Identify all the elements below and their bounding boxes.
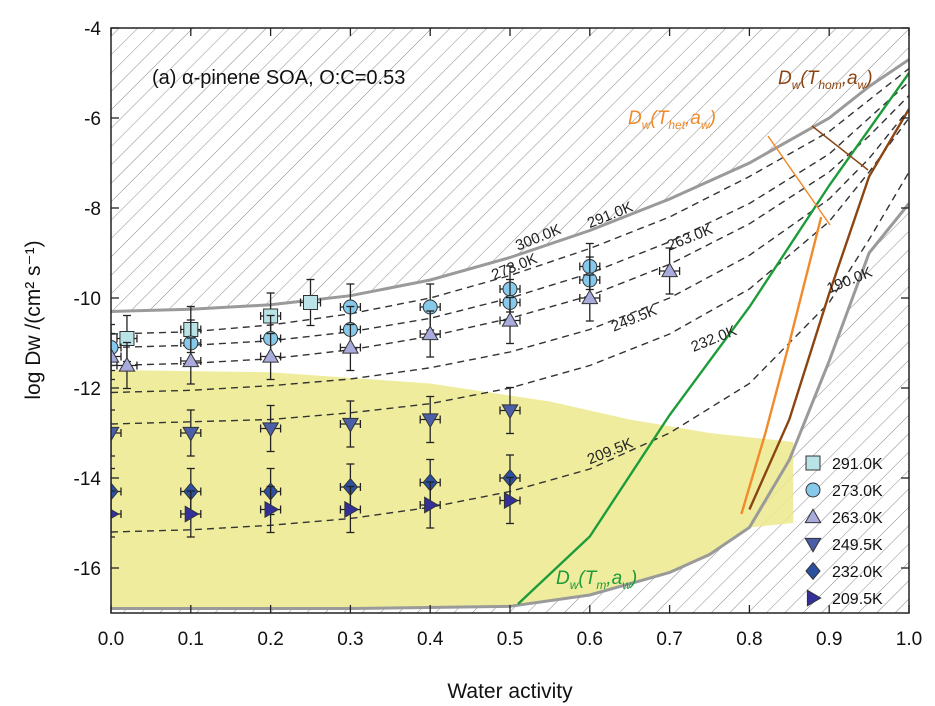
data-point-249-5K bbox=[259, 404, 282, 453]
curve-209-5k bbox=[111, 171, 909, 533]
y-tick-label: -4 bbox=[84, 19, 101, 40]
data-point-209-5K bbox=[180, 490, 202, 538]
data-point-263-0K bbox=[499, 296, 521, 345]
curve-300-0k bbox=[111, 58, 909, 313]
legend-item-249-5K: 249.5K bbox=[804, 537, 883, 554]
hatched-region-bottom bbox=[111, 203, 909, 613]
data-point-209-5K bbox=[339, 485, 362, 534]
leader-thom bbox=[811, 125, 869, 171]
data-point-263-0K bbox=[419, 310, 441, 358]
data-point-249-5K bbox=[419, 395, 441, 444]
x-tick-label: 0.2 bbox=[257, 629, 283, 650]
x-tick-label: 0.6 bbox=[577, 629, 603, 650]
curve-label-232-0K: 232.0K bbox=[689, 322, 739, 356]
x-tick-label: 0.3 bbox=[337, 629, 363, 650]
curves bbox=[111, 58, 909, 610]
x-axis-ticks: 0.0 0.1 0.2 0.3 0.4 0.5 0.6 0.7 0.8 0.9 1.0 bbox=[98, 28, 922, 650]
data-point-249-5K bbox=[499, 386, 521, 435]
y-tick-label: -8 bbox=[84, 199, 101, 220]
y-tick-label: -6 bbox=[84, 109, 101, 130]
data-point-263-0K bbox=[111, 332, 122, 381]
y-axis-ticks: -16 -14 -12 -10 -8 -6 -4 bbox=[74, 19, 909, 580]
curve-dw-thom-aw- bbox=[748, 108, 909, 510]
legend-item-232-0K: 232.0K bbox=[805, 561, 883, 581]
chart-title: (a) α-pinene SOA, O:C=0.53 bbox=[152, 67, 405, 89]
data-point-249-5K bbox=[180, 409, 202, 457]
curve-dw-thet-aw- bbox=[740, 216, 823, 515]
data-point-209-5K bbox=[499, 476, 521, 525]
data-point-209-5K bbox=[419, 481, 441, 529]
curve-273-0k bbox=[111, 81, 909, 349]
hatched-region-top bbox=[111, 28, 909, 312]
legend-item-209-5K: 209.5K bbox=[806, 589, 883, 608]
curve-249-5k bbox=[111, 108, 909, 394]
x-tick-label: 0.4 bbox=[417, 629, 444, 650]
data-markers bbox=[111, 242, 681, 538]
data-point-263-0K bbox=[180, 337, 202, 385]
curve-232-0k bbox=[111, 117, 909, 425]
curve-263-0k bbox=[111, 95, 909, 367]
legend-label: 232.0K bbox=[832, 564, 883, 581]
curve-label-249-5K: 249.5K bbox=[609, 302, 659, 336]
yellow-region bbox=[111, 370, 794, 609]
data-point-249-5K bbox=[111, 409, 122, 457]
y-axis-title: log Dw /(cm² s⁻¹) bbox=[22, 240, 45, 399]
legend-item-291-0K: 291.0K bbox=[805, 455, 883, 473]
legend-label: 273.0K bbox=[832, 483, 883, 500]
x-tick-label: 0.5 bbox=[497, 629, 523, 650]
data-point-263-0K bbox=[579, 274, 601, 322]
curve-label-dw-tm: Dw(Tm,aw) bbox=[556, 568, 637, 592]
legend-item-263-0K: 263.0K bbox=[804, 508, 883, 527]
x-tick-label: 0.8 bbox=[736, 629, 762, 650]
data-point-263-0K bbox=[259, 332, 282, 381]
y-tick-label: -10 bbox=[74, 289, 101, 310]
x-tick-label: 1.0 bbox=[896, 629, 922, 650]
data-point-291-0K bbox=[299, 278, 322, 327]
legend-label: 263.0K bbox=[832, 510, 883, 527]
y-tick-label: -12 bbox=[74, 379, 101, 400]
legend-label: 209.5K bbox=[832, 591, 883, 608]
legend-label: 249.5K bbox=[832, 537, 883, 554]
data-point-209-5K bbox=[111, 490, 122, 538]
x-axis-title: Water activity bbox=[447, 680, 573, 703]
x-tick-label: 0.1 bbox=[178, 629, 204, 650]
curve-label-263-0K: 263.0K bbox=[665, 221, 715, 255]
data-point-249-5K bbox=[339, 400, 362, 448]
x-tick-label: 0.0 bbox=[98, 629, 124, 650]
data-point-209-5K bbox=[259, 485, 282, 534]
data-point-263-0K bbox=[116, 341, 138, 390]
data-point-263-0K bbox=[339, 323, 362, 372]
x-tick-label: 0.9 bbox=[816, 629, 842, 650]
x-tick-label: 0.7 bbox=[656, 629, 682, 650]
curve-dw-tm-aw- bbox=[517, 72, 909, 605]
data-point-263-0K bbox=[658, 247, 681, 295]
legend-label: 291.0K bbox=[832, 456, 883, 473]
legend-item-273-0K: 273.0K bbox=[805, 482, 883, 500]
y-tick-label: -14 bbox=[74, 469, 102, 490]
legend: 291.0K 273.0K 263.0K 249.5K 232.0K 209.5K bbox=[804, 455, 883, 608]
y-tick-label: -16 bbox=[74, 559, 101, 580]
curve-291-0k bbox=[111, 67, 909, 335]
curve-190-0k bbox=[111, 202, 909, 610]
leader-thet bbox=[767, 135, 831, 226]
